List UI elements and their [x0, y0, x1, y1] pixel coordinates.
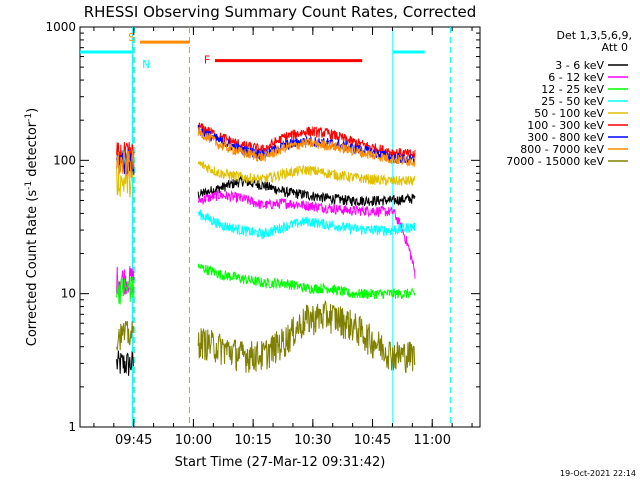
- series-line-main: [197, 161, 416, 186]
- legend-label: 800 - 7000 keV: [520, 143, 604, 156]
- series-1: [116, 188, 416, 295]
- series-line-pre: [116, 149, 135, 178]
- series-line-main: [197, 188, 416, 279]
- state-bar-label: S: [128, 31, 135, 44]
- x-tick-label: 10:30: [294, 433, 331, 448]
- legend-label: 3 - 6 keV: [555, 59, 604, 72]
- series-7: [116, 126, 416, 178]
- series-line-main: [197, 176, 416, 207]
- y-axis-label-mid: detector: [25, 121, 40, 181]
- series-line-main: [197, 124, 416, 165]
- series-2: [116, 263, 416, 305]
- series-line-pre: [116, 276, 135, 305]
- series-0: [116, 176, 416, 376]
- y-tick-label: 10: [61, 287, 76, 301]
- series-5: [116, 122, 416, 172]
- y-tick-label: 100: [53, 153, 76, 167]
- x-tick-label: 10:15: [234, 433, 271, 448]
- x-tick-label: 10:00: [175, 433, 212, 448]
- series-line-main: [197, 126, 416, 167]
- legend-label: 12 - 25 keV: [541, 83, 604, 96]
- series-3: [116, 149, 416, 240]
- legend-header-2: Att 0: [602, 41, 628, 54]
- legend-label: 25 - 50 keV: [541, 95, 604, 108]
- legend-label: 50 - 100 keV: [534, 107, 604, 120]
- x-tick-label: 10:45: [354, 433, 391, 448]
- y-tick-label: 1: [68, 420, 76, 434]
- series-line-pre: [116, 321, 135, 351]
- legend-label: 100 - 300 keV: [527, 119, 604, 132]
- series-8: [116, 300, 416, 374]
- x-axis-label: Start Time (27-Mar-12 09:31:42): [175, 455, 386, 470]
- footer-timestamp: 19-Oct-2021 22:14: [560, 469, 636, 478]
- y-tick-label: 1000: [45, 20, 76, 34]
- chart-title: RHESSI Observing Summary Count Rates, Co…: [84, 3, 477, 21]
- plot-frame: [79, 26, 481, 428]
- legend-label: 7000 - 15000 keV: [506, 155, 604, 168]
- y-axis-label-sup1: -1: [24, 181, 34, 190]
- y-axis-label-end: ): [25, 108, 40, 113]
- x-tick-label: 09:45: [115, 433, 152, 448]
- state-bar-label: N: [142, 58, 150, 71]
- plot-area: S F N: [80, 27, 452, 427]
- series-line-main: [197, 263, 416, 300]
- series-line-main: [197, 209, 416, 240]
- legend-header-1: Det 1,3,5,6,9,: [556, 29, 632, 42]
- legend-label: 300 - 800 keV: [527, 131, 604, 144]
- y-axis: 1 10 100 1000: [45, 20, 480, 434]
- state-bar-label: F: [204, 54, 210, 67]
- x-tick-label: 11:00: [414, 433, 451, 448]
- legend-label: 6 - 12 keV: [548, 71, 604, 84]
- x-axis: 09:45 10:00 10:15 10:30 10:45 11:00: [93, 27, 473, 448]
- series-line-main: [197, 300, 416, 374]
- series-4: [116, 161, 416, 198]
- y-axis-label-main: Corrected Count Rate (s: [25, 190, 40, 347]
- y-axis-label-sup2: -1: [24, 113, 34, 122]
- series-line-pre: [116, 350, 135, 376]
- y-axis-label: Corrected Count Rate (s-1 detector-1): [24, 108, 40, 346]
- series-line-pre: [116, 168, 135, 198]
